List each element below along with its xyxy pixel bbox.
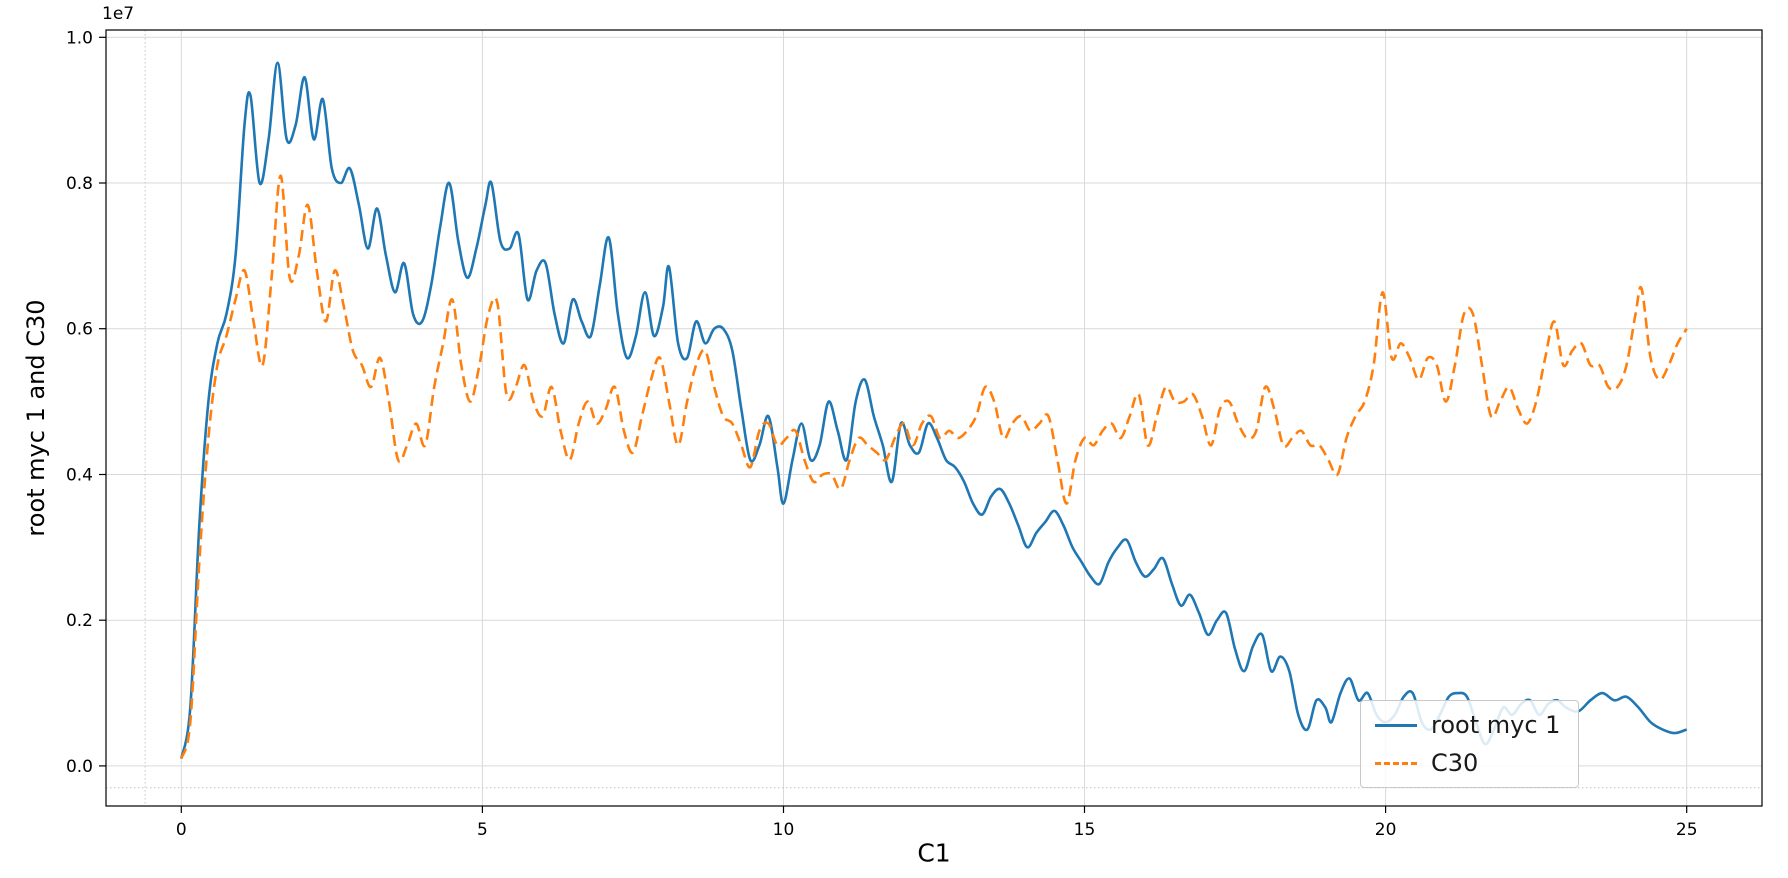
y-tick-label: 0.4 bbox=[66, 466, 93, 486]
y-axis-label: root myc 1 and C30 bbox=[22, 299, 50, 537]
y-tick-label: 0.8 bbox=[66, 174, 93, 194]
legend-item-c30: C30 bbox=[1375, 749, 1560, 777]
x-tick-label: 25 bbox=[1676, 820, 1698, 840]
x-tick-label: 10 bbox=[773, 820, 795, 840]
legend-label-c30: C30 bbox=[1431, 749, 1479, 777]
plot-area bbox=[106, 30, 1762, 806]
series-line-c30 bbox=[180, 174, 1688, 760]
x-tick-label: 0 bbox=[176, 820, 187, 840]
legend-item-root-myc-1: root myc 1 bbox=[1375, 711, 1560, 739]
x-tick-label: 15 bbox=[1074, 820, 1096, 840]
legend-line-sample-dashed bbox=[1375, 761, 1417, 765]
x-tick-label: 5 bbox=[477, 820, 488, 840]
x-tick-label: 20 bbox=[1375, 820, 1397, 840]
y-tick-label: 0.0 bbox=[66, 757, 93, 777]
legend: root myc 1 C30 bbox=[1360, 700, 1580, 788]
y-tick-label: 0.2 bbox=[66, 611, 93, 631]
y-axis-offset-label: 1e7 bbox=[102, 4, 135, 24]
y-tick-label: 0.6 bbox=[66, 320, 93, 340]
legend-label-root-myc-1: root myc 1 bbox=[1431, 711, 1561, 739]
axes-frame bbox=[105, 29, 1763, 807]
legend-line-sample-solid bbox=[1375, 723, 1417, 727]
y-tick-label: 1.0 bbox=[66, 28, 93, 48]
x-axis-label: C1 bbox=[917, 838, 951, 868]
